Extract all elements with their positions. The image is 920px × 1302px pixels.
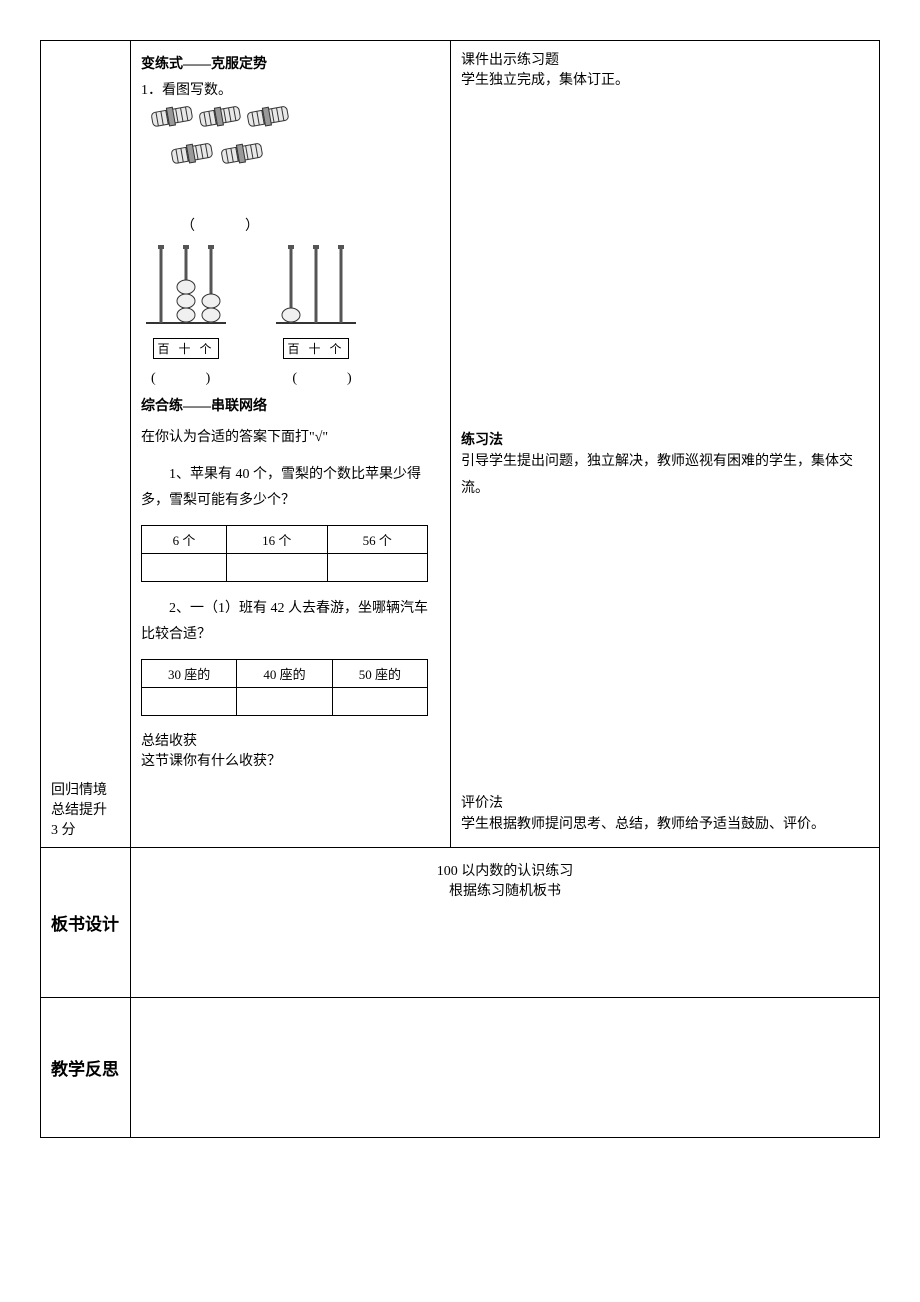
opt1-b: 16 个 xyxy=(227,525,327,553)
opt2-a: 30 座的 xyxy=(142,659,237,687)
right-p1b: 学生独立完成，集体订正。 xyxy=(461,69,869,89)
sticks-answer-blank: （ ） xyxy=(181,215,440,235)
variation-title: 变练式——克服定势 xyxy=(141,53,440,73)
activity-cell: 变练式——克服定势 1．看图写数。 xyxy=(131,41,451,848)
opt2-c: 50 座的 xyxy=(332,659,427,687)
q1-label: 1．看图写数。 xyxy=(141,79,440,99)
phase-line3: 3 分 xyxy=(51,819,120,839)
opt1-c: 56 个 xyxy=(327,525,428,553)
synthesis-title: 综合练——串联网络 xyxy=(141,395,440,415)
right-p1a: 课件出示练习题 xyxy=(461,49,869,69)
options-table-1: 6 个 16 个 56 个 xyxy=(141,525,428,582)
phase-line1: 回归情境 xyxy=(51,779,120,799)
stick-bundles-figure: （ ） xyxy=(141,105,440,235)
reflection-content xyxy=(131,997,880,1137)
reflection-label: 教学反思 xyxy=(41,997,131,1137)
right-p2-title: 练习法 xyxy=(461,429,869,449)
board-line1: 100 以内数的认识练习 xyxy=(141,856,869,880)
board-design-label: 板书设计 xyxy=(41,847,131,997)
opt2-b: 40 座的 xyxy=(237,659,332,687)
abacus2-answer-blank: ( ) xyxy=(292,367,353,387)
right-p2: 引导学生提出问题，独立解决，教师巡视有困难的学生，集体交流。 xyxy=(461,449,869,502)
abacus2-labels: 百 十 个 xyxy=(283,338,348,359)
right-p3-title: 评价法 xyxy=(461,792,869,812)
abacus-1 xyxy=(141,243,231,338)
abacus-figures: 百 十 个 百 十 个 xyxy=(141,243,440,359)
question-s1: 1、苹果有 40 个，雪梨的个数比苹果少得多，雪梨可能有多少个？ xyxy=(141,462,440,515)
synthesis-prompt: 在你认为合适的答案下面打"√" xyxy=(141,425,440,452)
board-design-content: 100 以内数的认识练习 根据练习随机板书 xyxy=(131,847,880,997)
summary-title: 总结收获 xyxy=(141,730,440,750)
abacus1-answer-blank: ( ) xyxy=(151,367,212,387)
phase-label-cell: 回归情境 总结提升 3 分 xyxy=(41,41,131,848)
phase-line2: 总结提升 xyxy=(51,799,120,819)
summary-question: 这节课你有什么收获？ xyxy=(141,750,440,770)
question-s2: 2、一（1）班有 42 人去春游，坐哪辆汽车比较合适？ xyxy=(141,596,440,649)
abacus-2 xyxy=(271,243,361,338)
opt1-a: 6 个 xyxy=(142,525,227,553)
board-line2: 根据练习随机板书 xyxy=(141,880,869,900)
right-p3: 学生根据教师提问思考、总结，教师给予适当鼓励、评价。 xyxy=(461,812,869,839)
abacus1-labels: 百 十 个 xyxy=(153,338,218,359)
options-table-2: 30 座的 40 座的 50 座的 xyxy=(141,659,428,716)
method-cell: 课件出示练习题 学生独立完成，集体订正。 练习法 引导学生提出问题，独立解决，教… xyxy=(451,41,880,848)
